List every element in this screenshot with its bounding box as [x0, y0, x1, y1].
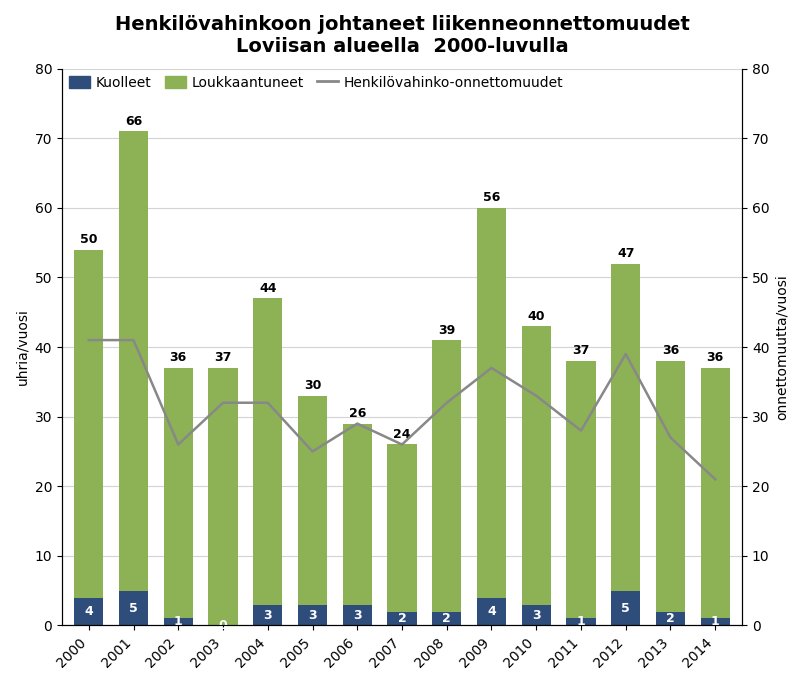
Bar [387, 612, 416, 625]
Bar [476, 597, 505, 625]
Text: 36: 36 [661, 345, 679, 358]
Text: 50: 50 [80, 233, 97, 246]
Text: 30: 30 [304, 379, 320, 393]
Text: 3: 3 [263, 608, 271, 621]
Bar [387, 445, 416, 612]
Bar [566, 361, 595, 619]
Bar [119, 132, 148, 590]
Bar [208, 368, 237, 625]
Text: 4: 4 [84, 605, 93, 618]
Text: 24: 24 [393, 428, 410, 441]
Bar [432, 340, 461, 612]
Text: 4: 4 [487, 605, 495, 618]
Text: 1: 1 [173, 616, 182, 628]
Bar [655, 612, 684, 625]
Bar [476, 208, 505, 597]
Bar [119, 590, 148, 625]
Text: 56: 56 [483, 191, 499, 204]
Text: 66: 66 [124, 115, 142, 128]
Bar [74, 597, 103, 625]
Text: 47: 47 [616, 247, 634, 260]
Bar [298, 396, 327, 605]
Bar [610, 590, 639, 625]
Text: 2: 2 [397, 612, 406, 625]
Bar [521, 326, 550, 605]
Bar [566, 619, 595, 625]
Text: 5: 5 [129, 601, 137, 614]
Text: 2: 2 [442, 612, 450, 625]
Legend: Kuolleet, Loukkaantuneet, Henkilövahinko-onnettomuudet: Kuolleet, Loukkaantuneet, Henkilövahinko… [69, 75, 563, 90]
Text: 5: 5 [621, 601, 630, 614]
Bar [164, 368, 193, 619]
Text: 44: 44 [259, 282, 276, 295]
Bar [700, 368, 729, 619]
Text: 40: 40 [527, 310, 544, 323]
Bar [253, 299, 282, 605]
Text: 0: 0 [218, 619, 227, 632]
Bar [342, 605, 371, 625]
Text: 39: 39 [438, 323, 454, 336]
Bar [164, 619, 193, 625]
Bar [74, 249, 103, 597]
Y-axis label: uhria/vuosi: uhria/vuosi [15, 309, 29, 386]
Text: 36: 36 [169, 351, 186, 364]
Y-axis label: onnettomuutta/vuosi: onnettomuutta/vuosi [774, 274, 788, 420]
Bar [342, 423, 371, 605]
Text: 2: 2 [666, 612, 674, 625]
Text: 1: 1 [576, 616, 585, 628]
Text: 26: 26 [349, 407, 365, 420]
Text: 3: 3 [308, 608, 316, 621]
Bar [610, 264, 639, 590]
Bar [253, 605, 282, 625]
Title: Henkilövahinkoon johtaneet liikenneonnettomuudet
Loviisan alueella  2000-luvulla: Henkilövahinkoon johtaneet liikenneonnet… [114, 15, 689, 56]
Text: 3: 3 [353, 608, 361, 621]
Text: 1: 1 [710, 616, 719, 628]
Bar [655, 361, 684, 612]
Text: 37: 37 [214, 351, 231, 364]
Text: 36: 36 [706, 351, 723, 364]
Text: 3: 3 [532, 608, 540, 621]
Bar [521, 605, 550, 625]
Bar [700, 619, 729, 625]
Text: 37: 37 [572, 345, 589, 358]
Bar [298, 605, 327, 625]
Bar [432, 612, 461, 625]
